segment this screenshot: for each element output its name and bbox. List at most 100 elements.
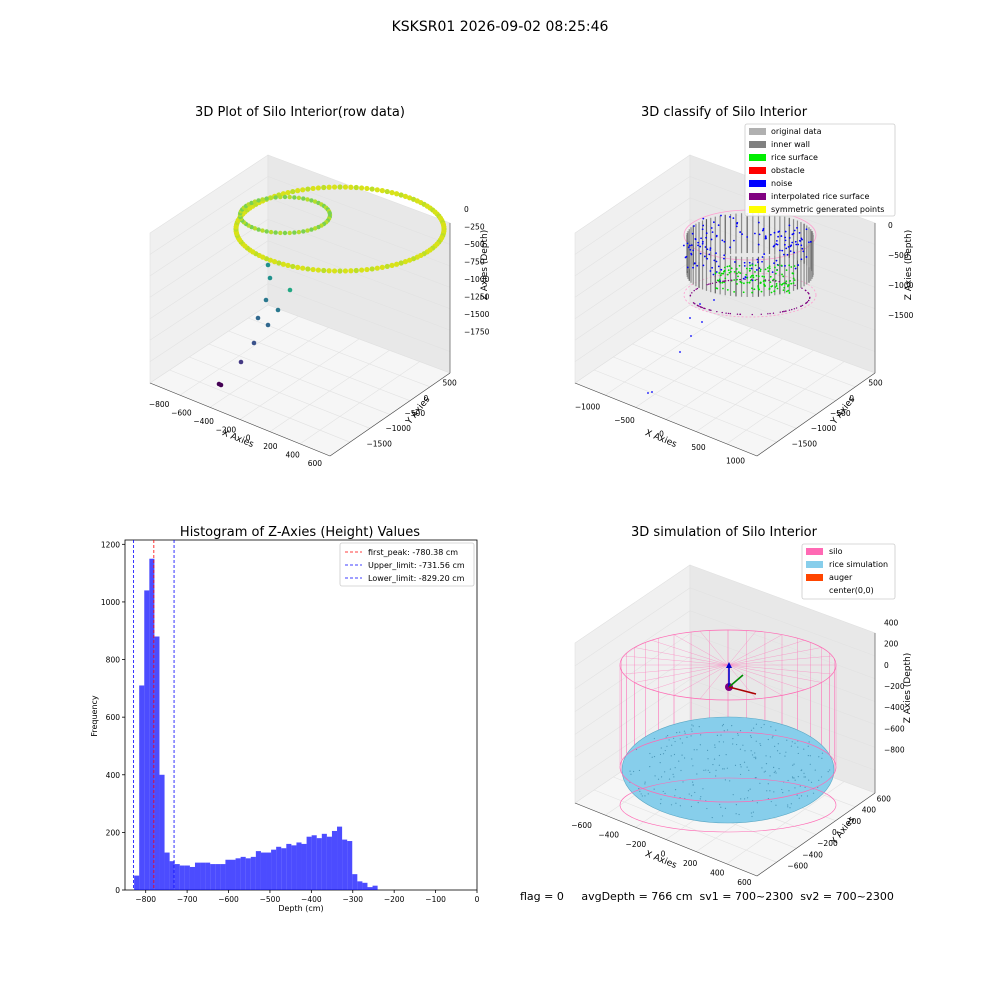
rice-texture-dot	[690, 728, 692, 730]
interpolated-point	[704, 307, 706, 310]
rice-texture-dot	[808, 741, 810, 743]
legend-swatch	[749, 180, 766, 187]
rice-texture-dot	[789, 807, 791, 809]
noise-point	[715, 260, 718, 263]
rice-surface-point	[792, 277, 795, 280]
raw-data-point	[337, 184, 343, 190]
legend-label: Lower_limit: -829.20 cm	[368, 574, 465, 583]
noise-point	[702, 217, 705, 220]
noise-point	[692, 266, 694, 269]
rice-texture-dot	[633, 770, 635, 773]
rice-texture-dot	[649, 766, 651, 768]
rice-texture-dot	[707, 769, 709, 771]
interpolated-point	[808, 293, 810, 295]
interpolated-point	[805, 302, 807, 305]
interpolated-point	[696, 304, 699, 307]
legend-frame	[801, 543, 896, 600]
rice-surface-point	[733, 291, 736, 293]
rice-surface-point	[726, 288, 729, 291]
raw-data-point	[331, 268, 338, 274]
rice-texture-dot	[797, 752, 799, 755]
rice-surface-point	[775, 283, 778, 285]
rice-texture-dot	[659, 803, 662, 805]
noise-point	[701, 321, 703, 323]
rice-texture-dot	[726, 729, 729, 731]
rice-texture-dot	[804, 776, 807, 778]
rice-texture-dot	[771, 737, 773, 739]
rice-surface-point	[737, 275, 739, 278]
rice-texture-dot	[657, 778, 660, 780]
rice-surface-point	[728, 265, 731, 267]
interpolated-point	[691, 292, 693, 294]
raw-data-point	[379, 188, 385, 194]
rice-texture-dot	[653, 755, 656, 758]
rice-texture-dot	[739, 748, 742, 750]
panel4-zlabel: Z Axies (Depth)	[903, 653, 913, 724]
rice-surface-point	[763, 275, 766, 278]
noise-point	[702, 224, 705, 227]
rice-texture-dot	[664, 792, 666, 795]
rice-texture-dot	[679, 796, 681, 799]
rice-texture-dot	[653, 737, 655, 740]
raw-data-point	[327, 210, 332, 216]
interpolated-point	[801, 287, 803, 289]
noise-point	[793, 251, 796, 254]
rice-texture-dot	[673, 737, 675, 739]
interpolated-point	[800, 305, 802, 307]
rice-surface-point	[757, 285, 759, 287]
interpolated-point	[768, 279, 770, 282]
legend-swatch	[749, 206, 766, 213]
rice-texture-dot	[731, 725, 733, 727]
rice-texture-dot	[723, 730, 725, 732]
x-tick-label: 400	[285, 450, 300, 459]
raw-data-point	[268, 229, 274, 235]
rice-texture-dot	[769, 775, 771, 777]
noise-point	[788, 237, 791, 239]
raw-data-point	[296, 229, 302, 235]
panel4-x-ticks: −600 −400 −200 0 200 400 600	[571, 821, 752, 887]
rice-texture-dot	[807, 745, 809, 747]
z-tick-label: −500	[464, 240, 485, 249]
interpolated-point	[807, 291, 809, 294]
interpolated-point	[715, 281, 718, 284]
histogram-bar	[205, 862, 211, 890]
raw-data-point	[398, 260, 404, 266]
rice-surface-point	[748, 281, 751, 284]
interpolated-point	[700, 306, 702, 308]
noise-point	[743, 265, 746, 267]
silo-wire	[673, 634, 729, 666]
rice-texture-dot	[706, 807, 708, 810]
rice-texture-dot	[807, 754, 809, 757]
histogram-bar	[291, 845, 297, 890]
x-tick-label: 600	[737, 878, 752, 887]
raw-data-point	[326, 184, 332, 190]
noise-point	[699, 303, 701, 305]
legend-swatch	[806, 548, 823, 555]
interpolated-point	[694, 303, 696, 305]
noise-point	[720, 268, 723, 271]
noise-point	[687, 246, 690, 249]
noise-point	[697, 244, 699, 247]
rice-texture-dot	[692, 725, 694, 727]
legend-swatch	[749, 167, 766, 174]
histogram-bar	[362, 882, 368, 890]
histogram-bar	[255, 851, 261, 890]
rice-surface-point	[751, 264, 754, 266]
noise-point	[757, 261, 759, 263]
interpolated-point	[692, 302, 695, 304]
rice-texture-dot	[794, 742, 796, 744]
rice-surface-point	[728, 271, 731, 274]
interpolated-point	[689, 294, 692, 296]
interpolated-point	[731, 279, 733, 281]
panel2-title: 3D classify of Silo Interior	[641, 105, 808, 120]
rice-surface-point	[727, 269, 730, 272]
rice-texture-dot	[651, 756, 653, 758]
interpolated-point	[806, 301, 809, 303]
x-arrow	[728, 686, 757, 695]
noise-point	[800, 258, 803, 261]
rice-surface-point	[790, 282, 793, 285]
rice-texture-dot	[787, 806, 789, 808]
noise-point	[758, 233, 761, 236]
noise-point	[732, 217, 735, 220]
rice-texture-dot	[753, 756, 755, 758]
